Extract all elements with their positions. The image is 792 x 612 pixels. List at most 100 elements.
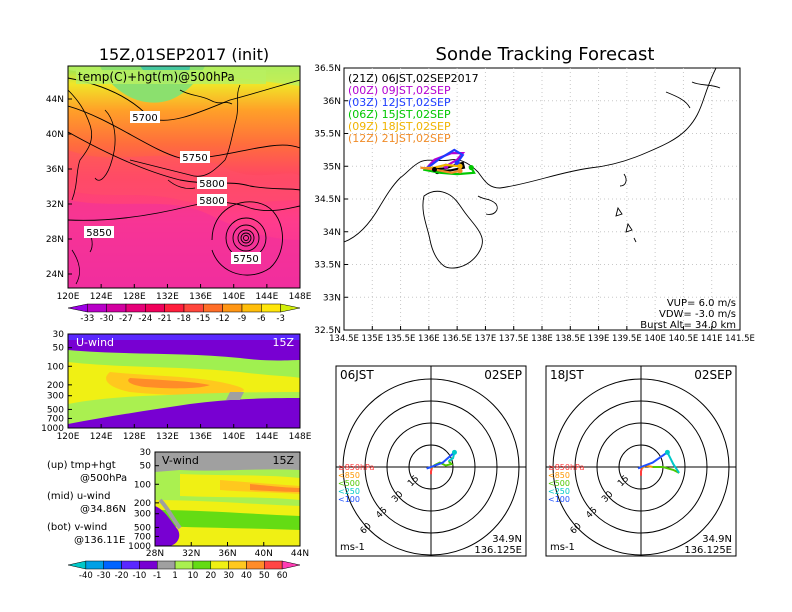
colorbar-cell [87, 303, 107, 313]
hodograph-legend-entry: <500 [338, 479, 360, 488]
colorbar-cell [281, 560, 301, 570]
lat-tick-label: 24N [46, 270, 64, 280]
colorbar-cell [156, 560, 176, 570]
note-mid-sub: @34.86N [80, 504, 126, 515]
lat-tick-label: 33N [323, 293, 341, 303]
colorbar-tick-label: -18 [177, 314, 191, 324]
lon-tick-label: 148E [289, 432, 312, 442]
lat-tick-label: 44N [291, 549, 309, 559]
pressure-tick-label: 200 [47, 381, 64, 391]
contour-labels: 5700 5750 5800 5800 5850 5750 [84, 111, 261, 265]
lon-tick-label: 144E [255, 432, 278, 442]
lon-tick-label: 148E [289, 292, 312, 302]
hodograph-lon: 136.125E [474, 545, 522, 556]
lat-tick-label: 36N [323, 97, 341, 107]
hodograph-time: 06JST [340, 368, 374, 382]
pressure-tick-label: 1000 [128, 542, 151, 552]
sonde-track-endpoint [457, 163, 463, 169]
sonde-track-endpoint [468, 164, 474, 171]
lon-tick-label: 135.5E [386, 334, 416, 344]
legend-entry: (12Z) 21JST,02SEP [348, 132, 451, 145]
param-burst: Burst Alt= 34.0 km [640, 320, 736, 331]
temp-colorbar: -33 -30 -27 -24 -21 -18 -15 -12 -9 -6 -3 [67, 303, 301, 324]
uwind-label: U-wind [76, 336, 114, 349]
colorbar-cell [183, 303, 204, 313]
colorbar-tick-label: -6 [257, 314, 265, 324]
lon-tick-label: 136E [189, 432, 212, 442]
colorbar-tick-label: 1 [172, 571, 177, 581]
vwind-lat-ticks: 28N 32N 36N 40N 44N [146, 542, 309, 559]
hodograph-marker [451, 449, 457, 455]
legend-entry: (06Z) 15JST,02SEP [348, 108, 451, 121]
lon-tick-label: 141E [701, 334, 723, 344]
lat-tick-label: 36N [46, 165, 64, 175]
pressure-tick-label: 50 [53, 344, 65, 354]
note-up-sub: @500hPa [80, 473, 127, 484]
sonde-track-line [420, 166, 461, 174]
hodograph-trace [637, 451, 668, 470]
colorbar-tick-label: -30 [97, 571, 111, 581]
hodograph-trace [666, 451, 680, 474]
lon-tick-label: 137.5E [499, 334, 529, 344]
colorbar-cell [222, 303, 243, 313]
lon-tick-label: 138E [531, 334, 553, 344]
colorbar-cell [106, 303, 127, 313]
colorbar-cell [164, 303, 185, 313]
hodograph-legend-entry: <250 [338, 487, 360, 496]
lon-tick-label: 134.5E [329, 334, 359, 344]
colorbar-tick-label: -21 [158, 314, 172, 324]
track-legend: (21Z) 06JST,02SEP2017(00Z) 09JST,02SEP(0… [348, 72, 479, 145]
hodograph-legend-entry: ≥850hPa [548, 463, 585, 472]
hodograph-legend-entry: <850 [338, 471, 360, 480]
lat-tick-label: 40N [255, 549, 273, 559]
contour-label: 5700 [132, 113, 157, 124]
colorbar-cell [139, 560, 158, 570]
lon-tick-label: 120E [57, 432, 80, 442]
pressure-tick-label: 50 [140, 462, 152, 472]
colorbar-cell [261, 303, 281, 313]
contour-label: 5750 [182, 153, 207, 164]
temp-map-lat-ticks: 44N 40N 36N 32N 28N 24N [46, 95, 72, 280]
lat-tick-label: 34.5N [314, 195, 341, 205]
lat-tick-label: 40N [46, 130, 64, 140]
launch-params: VUP= 6.0 m/s VDW= -3.0 m/s Burst Alt= 34… [640, 298, 736, 331]
colorbar-cell [246, 560, 265, 570]
param-vdw: VDW= -3.0 m/s [659, 309, 736, 320]
track-lon-ticks: 134.5E 135E 135.5E 136E 136.5E 137E 137.5E 138E… [329, 326, 755, 344]
launch-point [432, 167, 438, 173]
note-bot: (bot) v-wind [47, 522, 107, 533]
uwind-time: 15Z [272, 336, 294, 349]
hodograph-legend-entry: <500 [548, 479, 570, 488]
coastlines [68, 84, 241, 285]
wind-colorbar: -40 -30 -20 -10 -1 1 10 20 30 40 50 60 [67, 560, 301, 581]
pressure-tick-label: 300 [134, 510, 151, 520]
colorbar-cell [125, 303, 146, 313]
pressure-tick-label: 200 [134, 499, 151, 509]
colorbar-cell [228, 560, 247, 570]
hodograph-legend-entry: <100 [548, 495, 570, 504]
pressure-tick-label: 700 [47, 414, 64, 424]
lon-tick-label: 120E [57, 292, 80, 302]
hodograph-date: 02SEP [484, 368, 522, 382]
pressure-tick-label: 30 [140, 448, 152, 458]
lat-tick-label: 44N [46, 95, 64, 105]
hodograph-marker [664, 449, 670, 455]
note-up: (up) tmp+hgt [47, 460, 116, 471]
lat-tick-label: 32N [182, 549, 200, 559]
legend-entry: (09Z) 18JST,02SEP [348, 120, 451, 133]
colorbar-tick-label: 30 [223, 571, 234, 581]
colorbar-cell [210, 560, 229, 570]
hodograph-date: 02SEP [694, 368, 732, 382]
param-vup: VUP= 6.0 m/s [667, 298, 736, 309]
hodograph-legend-entry: <250 [548, 487, 570, 496]
lon-tick-label: 138.5E [555, 334, 585, 344]
lat-tick-label: 35N [323, 162, 341, 172]
colorbar-tick-label: 60 [277, 571, 288, 581]
lon-tick-label: 144E [255, 292, 278, 302]
colorbar-tick-label: -10 [132, 571, 146, 581]
colorbar-tick-label: -3 [276, 314, 284, 324]
hodograph-trace [652, 466, 680, 474]
pressure-tick-label: 700 [134, 532, 151, 542]
